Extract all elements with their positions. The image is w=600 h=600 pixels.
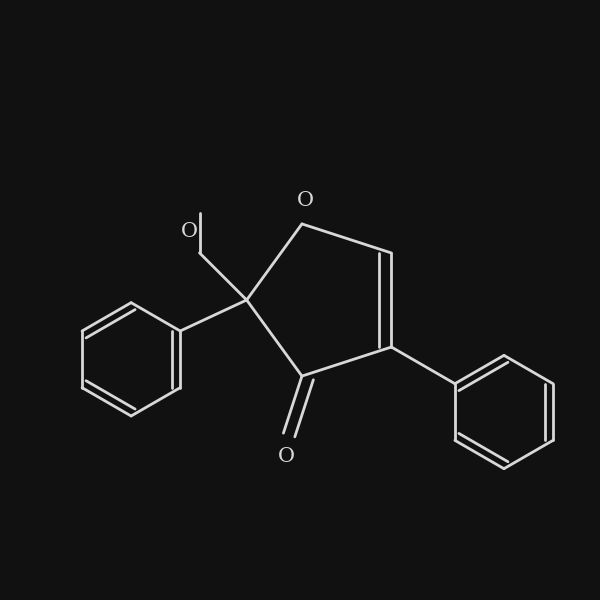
Text: O: O <box>278 447 295 466</box>
Text: O: O <box>181 222 198 241</box>
Text: O: O <box>297 191 314 210</box>
